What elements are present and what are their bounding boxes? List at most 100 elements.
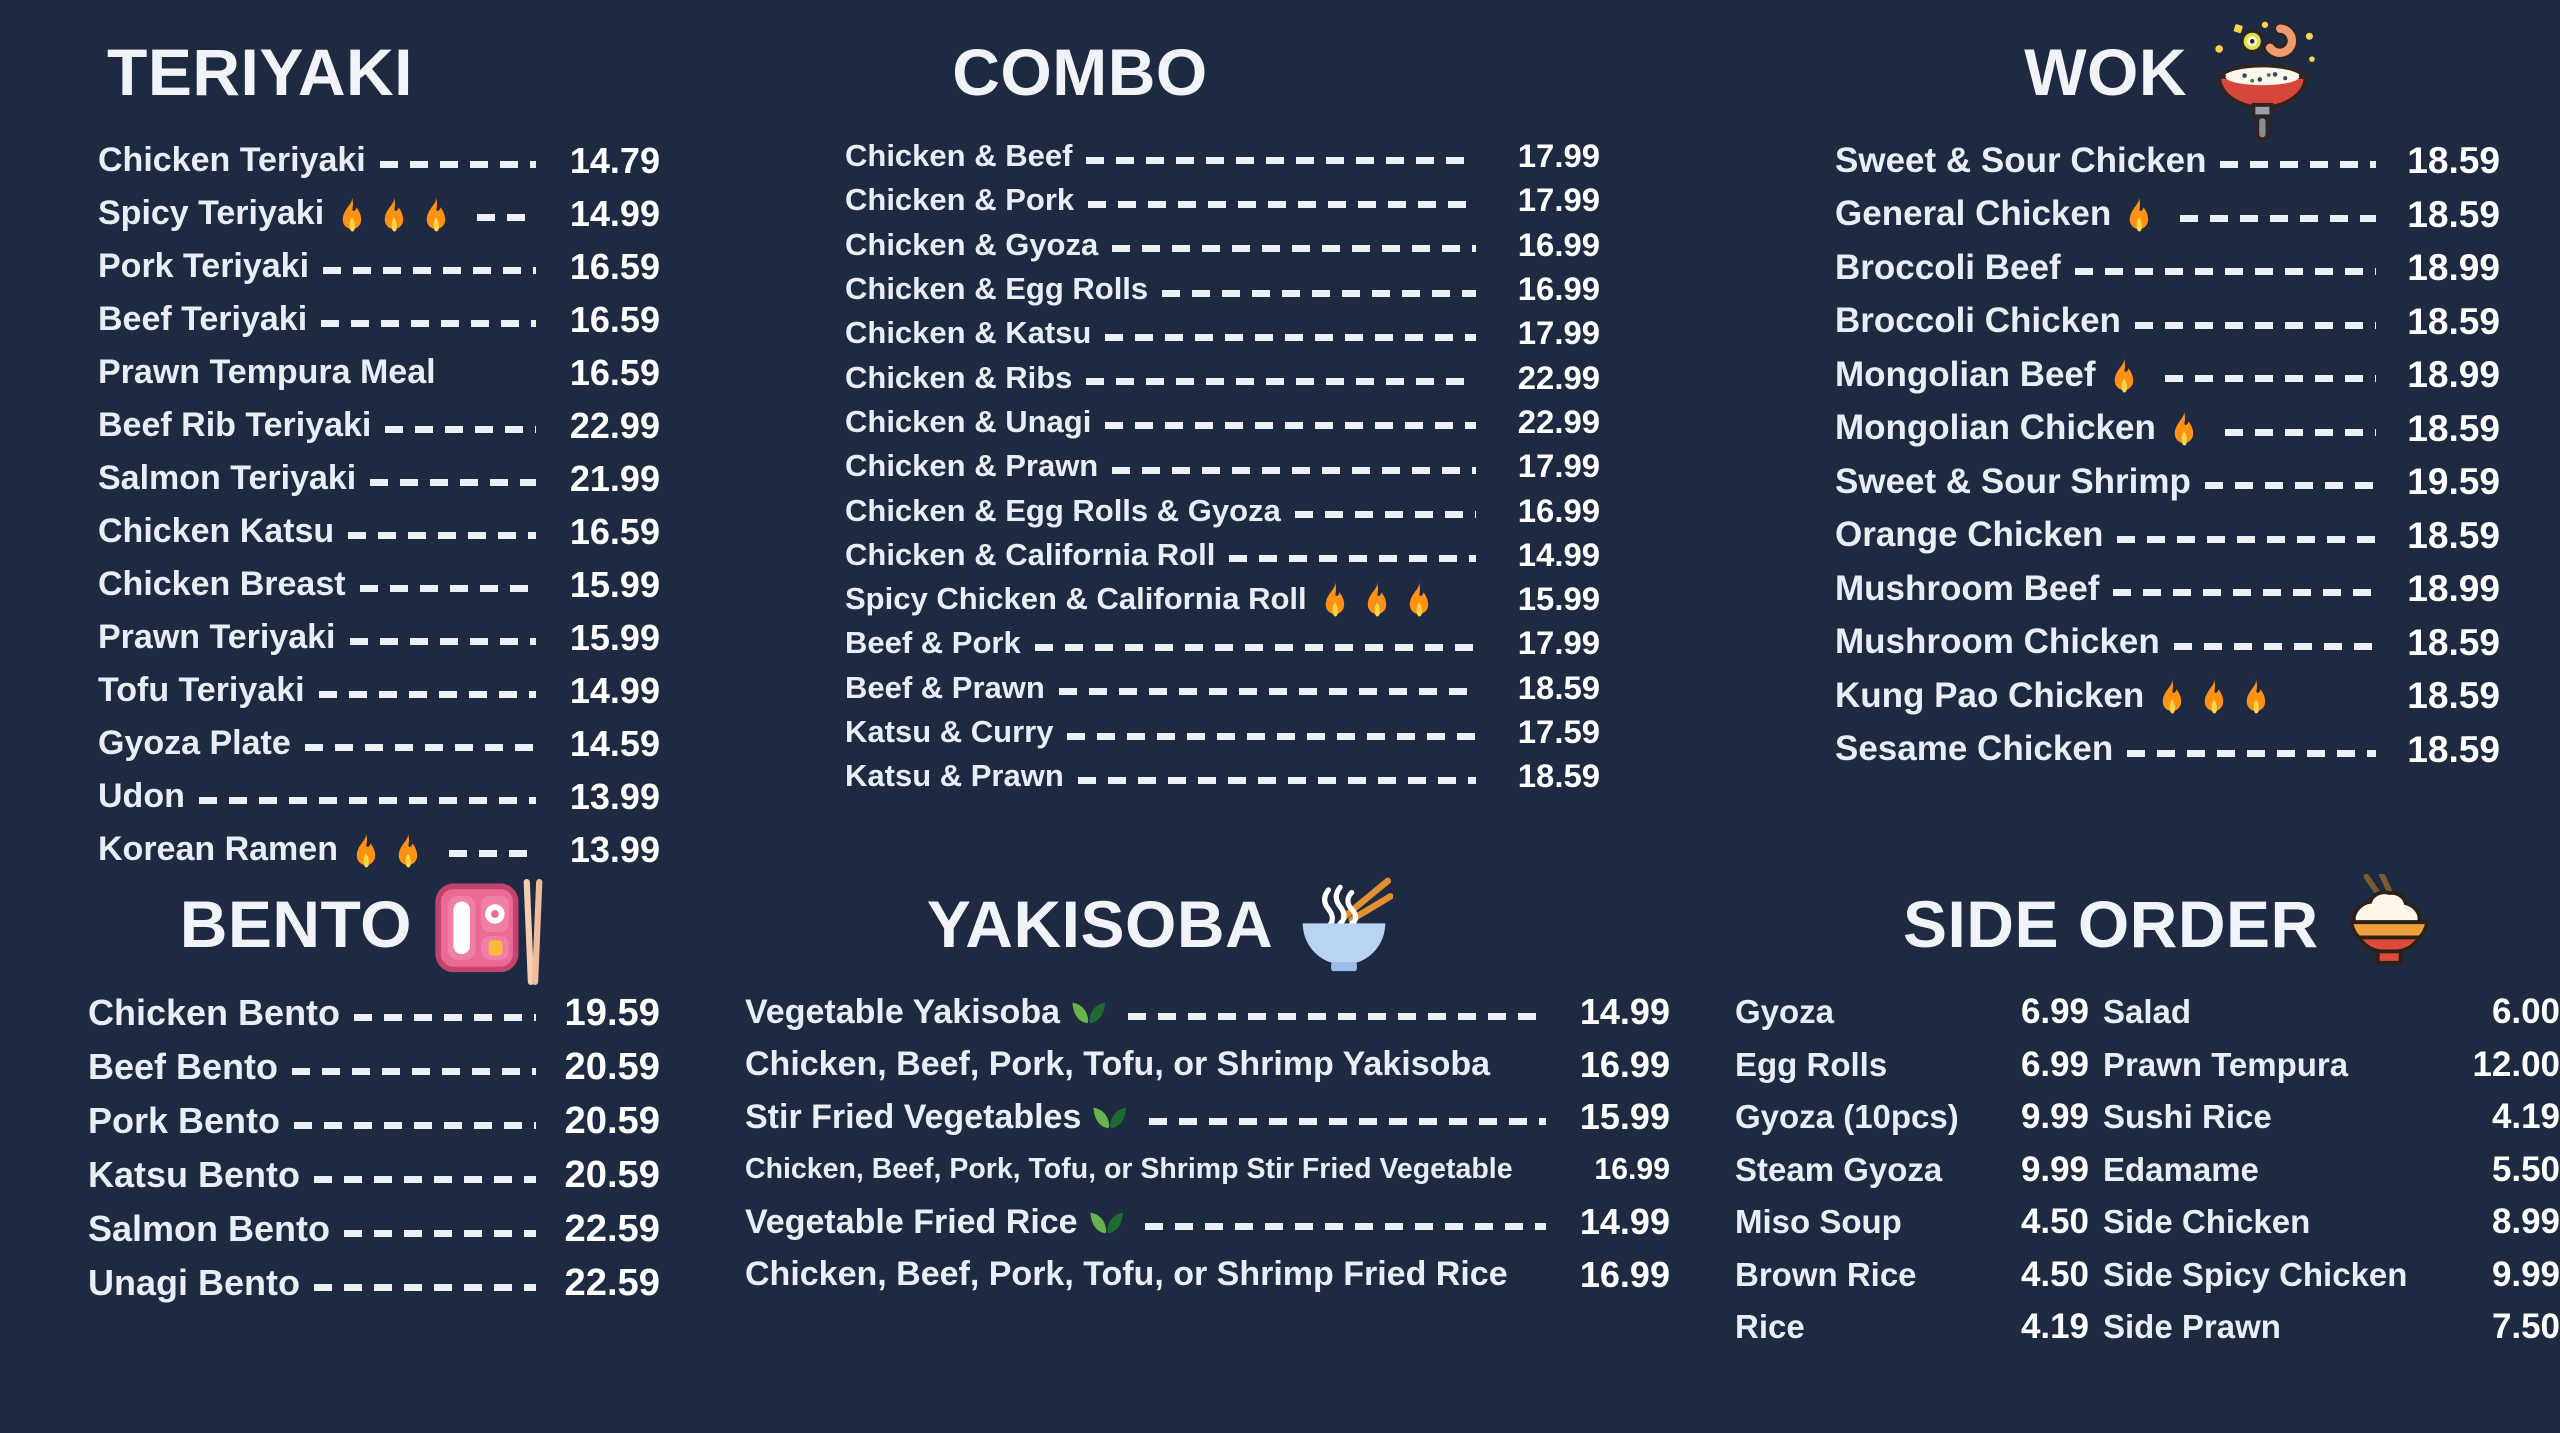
item-price: 14.99 [1579, 991, 1670, 1033]
item-price: 19.59 [2407, 460, 2500, 503]
menu-item-row: Unagi Bento 22.59 [88, 1256, 660, 1310]
item-price: 18.99 [2407, 246, 2500, 289]
section-title-text: TERIYAKI [107, 35, 413, 109]
dash-leader [1058, 688, 1476, 696]
dash-leader [2180, 214, 2376, 222]
item-price: 16.59 [569, 510, 660, 552]
item-name: Brown Rice [1735, 1255, 1917, 1293]
section-title-combo: COMBO [605, 24, 1555, 120]
item-name: Prawn Teriyaki [98, 618, 336, 656]
item-name: Sweet & Sour Chicken [1835, 140, 2207, 180]
flame-icon [2162, 678, 2182, 714]
menu-item-row: Mushroom Beef 18.99 [1835, 562, 2500, 616]
item-name: Chicken Breast [98, 565, 346, 603]
item-price: 18.99 [2407, 567, 2500, 610]
item-price: 4.19 [2020, 1307, 2089, 1347]
flame-icon [1409, 581, 1428, 617]
item-name: Rice [1735, 1308, 1805, 1346]
item-price: 15.99 [1517, 580, 1600, 618]
item-name: Gyoza (10pcs) [1735, 1098, 1959, 1136]
menu-item-row: Stir Fried Vegetables 15.99 [745, 1091, 1670, 1144]
menu-item-row: Chicken & Egg Rolls 16.99 [845, 267, 1600, 311]
item-price: 4.19 [2491, 1097, 2560, 1137]
section-title-wok: WOK [1780, 21, 2560, 142]
menu-item-list: Chicken Teriyaki 14.79 Spicy Teriyaki 14 [70, 134, 660, 876]
flame-icons [2166, 409, 2201, 447]
dash-leader [379, 161, 536, 168]
item-price: 14.99 [1517, 535, 1600, 573]
item-name: Steam Gyoza [1735, 1150, 1943, 1188]
section-yakisoba: YAKISOBA Vegetable Yakisoba [745, 876, 1695, 1354]
menu-item-row: Broccoli Beef 18.99 [1835, 241, 2500, 295]
side-order-list: Gyoza 6.99 Salad 6.00 Egg Rolls 6.99 Pra… [1735, 986, 2560, 1354]
menu-item-row: Chicken, Beef, Pork, Tofu, or Shrimp Sti… [745, 1144, 1670, 1197]
item-price: 18.59 [2407, 620, 2500, 663]
leaf-icon-slot [1091, 1102, 1129, 1132]
item-name: Salmon Bento [88, 1208, 331, 1249]
section-teriyaki: TERIYAKI Chicken Teriyaki 14.79 Spicy Te… [70, 24, 660, 876]
side-order-row: Brown Rice 4.50 Side Spicy Chicken 9.99 [1735, 1249, 2560, 1302]
section-title-yakisoba: YAKISOBA [685, 876, 1635, 972]
dash-leader [359, 585, 536, 592]
item-price: 13.99 [569, 775, 660, 817]
item-name: Beef Rib Teriyaki [98, 406, 372, 444]
flame-icon [2130, 196, 2149, 232]
menu-item-row: Beef Teriyaki 16.59 [98, 293, 660, 346]
menu-item-row: Pork Teriyaki 16.59 [98, 240, 660, 293]
side-order-row: Rice 4.19 Side Prawn 7.50 [1735, 1301, 2560, 1354]
dash-leader [385, 426, 536, 433]
dash-leader [2134, 321, 2376, 329]
item-price: 18.59 [2407, 727, 2500, 770]
item-price: 14.99 [569, 192, 660, 234]
menu-item-row: Kung Pao Chicken 18.59 [1835, 669, 2500, 723]
dash-leader [1067, 732, 1476, 740]
item-price: 15.99 [569, 616, 660, 658]
dash-leader [450, 373, 536, 380]
menu-item-row: Prawn Tempura Meal 16.59 [98, 346, 660, 399]
dash-leader [294, 1121, 536, 1129]
item-name: Mongolian Beef [1835, 354, 2096, 394]
item-name: Beef Teriyaki [98, 300, 308, 338]
menu-item-row: Gyoza Plate 14.59 [98, 717, 660, 770]
item-price: 16.99 [1579, 1043, 1670, 1085]
item-name: Chicken Teriyaki [98, 141, 366, 179]
item-name: Pork Teriyaki [98, 247, 310, 285]
menu-item-row: Chicken, Beef, Pork, Tofu, or Shrimp Yak… [745, 1039, 1670, 1092]
menu-board: TERIYAKI Chicken Teriyaki 14.79 Spicy Te… [70, 21, 2560, 1354]
menu-item-row: Beef & Pork 17.99 [845, 621, 1600, 665]
menu-item-row: Beef & Prawn 18.59 [845, 666, 1600, 710]
item-name: Pork Bento [88, 1100, 281, 1141]
side-order-row: Miso Soup 4.50 Side Chicken 8.99 [1735, 1196, 2560, 1249]
item-price: 22.59 [564, 1207, 660, 1250]
menu-item-row: Chicken Breast 15.99 [98, 558, 660, 611]
item-price: 20.59 [564, 1045, 660, 1088]
item-price: 7.50 [2491, 1307, 2560, 1347]
menu-item-row: Chicken, Beef, Pork, Tofu, or Shrimp Fri… [745, 1249, 1670, 1302]
flame-icons [2121, 195, 2156, 233]
item-name: Chicken, Beef, Pork, Tofu, or Shrimp Fri… [745, 1255, 1508, 1294]
flame-icons [2106, 356, 2141, 394]
item-price: 16.99 [1517, 491, 1600, 529]
item-price: 16.99 [1517, 225, 1600, 263]
item-name: Unagi Bento [88, 1262, 300, 1303]
leaf-icon [1093, 1107, 1127, 1129]
item-name: Chicken & Ribs [845, 359, 1073, 395]
flame-icons [2154, 677, 2273, 715]
menu-item-row: Salmon Bento 22.59 [88, 1202, 660, 1256]
item-price: 18.59 [2407, 674, 2500, 717]
item-name: Side Spicy Chicken [2103, 1255, 2408, 1293]
dash-leader [1504, 1065, 1546, 1072]
dash-leader [370, 479, 536, 486]
item-price: 8.99 [2491, 1202, 2560, 1242]
item-price: 18.59 [2407, 299, 2500, 342]
item-name: Katsu & Prawn [845, 758, 1064, 794]
section-combo: COMBO Chicken & Beef 17.99 Chicken & Por… [745, 24, 1695, 876]
item-price: 20.59 [564, 1099, 660, 1142]
item-name: Tofu Teriyaki [98, 671, 305, 709]
flame-icons [334, 195, 453, 233]
leaf-icon [1090, 1212, 1123, 1234]
menu-item-row: Chicken Bento 19.59 [88, 986, 660, 1040]
item-price: 15.99 [1579, 1096, 1670, 1138]
dash-leader [1086, 378, 1476, 386]
flame-icon [385, 195, 404, 232]
